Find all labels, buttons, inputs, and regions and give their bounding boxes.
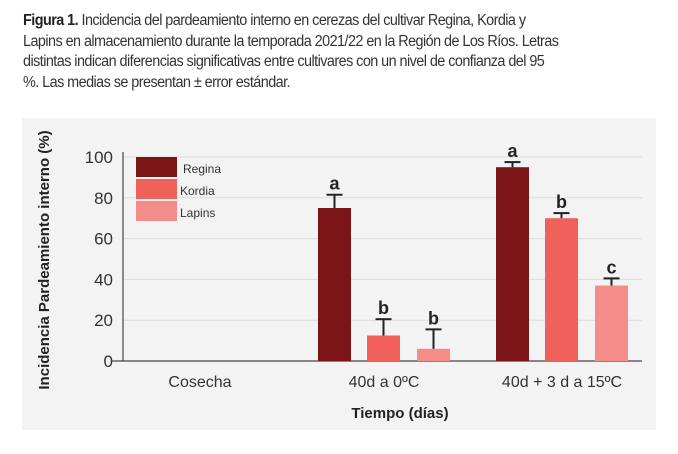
bar-kordia (367, 335, 400, 361)
y-tick-label: 0 (104, 352, 113, 371)
significance-letter: a (329, 174, 340, 194)
y-tick-label: 60 (94, 230, 113, 249)
legend-label: Regina (183, 162, 221, 176)
caption-line-2: Lapins en almacenamiento durante la temp… (23, 32, 559, 50)
legend-label: Kordia (180, 184, 215, 198)
y-tick-label: 20 (94, 311, 113, 330)
bar-regina (496, 167, 529, 361)
y-tick-label: 80 (94, 189, 113, 208)
legend-swatch-regina (136, 157, 177, 177)
figure-caption: Figura 1. Incidencia del pardeamiento in… (23, 11, 618, 93)
x-tick-label: Cosecha (168, 374, 231, 391)
bar-lapins (417, 348, 450, 361)
legend-label: Lapins (180, 206, 215, 220)
caption-line-3: distintas indican diferencias significat… (23, 53, 545, 70)
caption-line-4: %. Las medias se presentan ± error están… (23, 73, 291, 91)
y-axis-title: Incidencia Pardeamiento interno (%) (36, 130, 53, 389)
y-tick-label: 100 (85, 148, 113, 167)
x-tick-label: 40d a 0ºC (349, 374, 420, 391)
caption-line-1: Incidencia del pardeamiento interno en c… (78, 12, 527, 29)
significance-letter: b (428, 308, 439, 328)
x-axis-title: Tiempo (días) (351, 405, 448, 422)
bar-lapins (595, 285, 628, 361)
significance-letter: a (507, 141, 518, 161)
x-tick-label: 40d + 3 d a 15ºC (502, 374, 622, 391)
significance-letter: b (378, 298, 389, 318)
bar-regina (318, 208, 351, 361)
legend-swatch-kordia (136, 179, 177, 199)
legend-swatch-lapins (136, 201, 177, 221)
caption-label: Figura 1. (23, 12, 79, 29)
significance-letter: c (606, 257, 616, 277)
y-tick-label: 40 (94, 270, 113, 289)
significance-letter: b (556, 192, 567, 212)
bar-kordia (545, 218, 578, 361)
